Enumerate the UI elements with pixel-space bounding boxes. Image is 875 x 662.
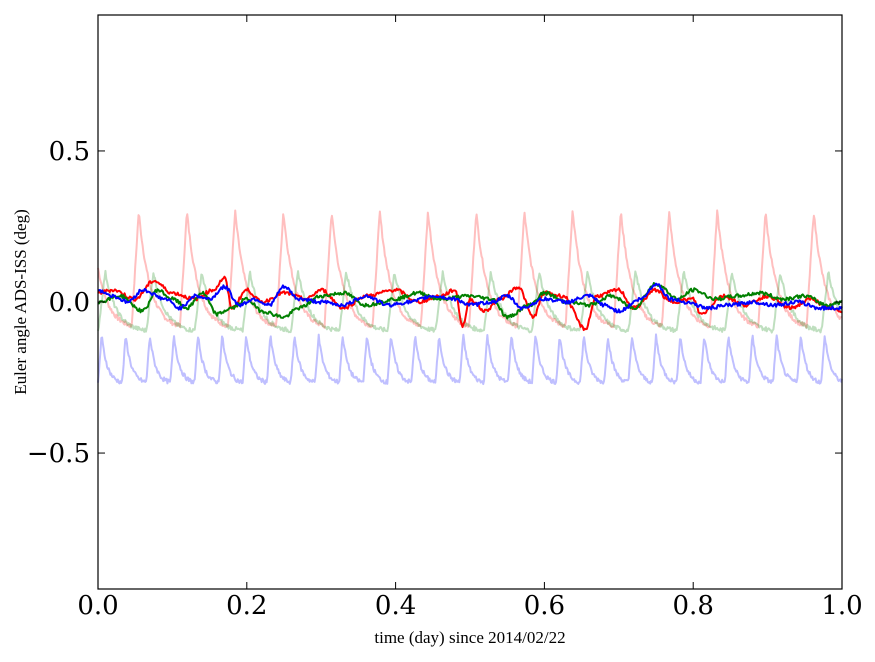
series-line-5 bbox=[97, 282, 843, 314]
x-tick-label-4: 0.8 bbox=[673, 591, 714, 621]
series-line-4 bbox=[97, 282, 843, 320]
x-tick-label-0: 0.0 bbox=[77, 591, 118, 621]
y-axis-label: Euler angle ADS-ISS (deg) bbox=[11, 209, 30, 395]
series-layer bbox=[97, 209, 843, 386]
x-tick-label-3: 0.6 bbox=[524, 591, 565, 621]
series-line-2 bbox=[97, 333, 843, 386]
x-axis-label: time (day) since 2014/02/22 bbox=[374, 628, 565, 647]
x-tick-label-5: 1.0 bbox=[821, 591, 862, 621]
y-tick-label-0: 0.5 bbox=[49, 137, 90, 167]
series-line-1 bbox=[97, 269, 843, 334]
x-tick-label-1: 0.2 bbox=[226, 591, 267, 621]
y-tick-label-1: 0.0 bbox=[49, 288, 90, 318]
ticks-layer: 0.0 0.2 0.4 0.6 0.8 1.0 0.5 0.0 −0.5 bbox=[27, 15, 863, 621]
series-line-0 bbox=[97, 209, 843, 329]
y-tick-label-2: −0.5 bbox=[27, 439, 90, 469]
x-tick-label-2: 0.4 bbox=[375, 591, 416, 621]
